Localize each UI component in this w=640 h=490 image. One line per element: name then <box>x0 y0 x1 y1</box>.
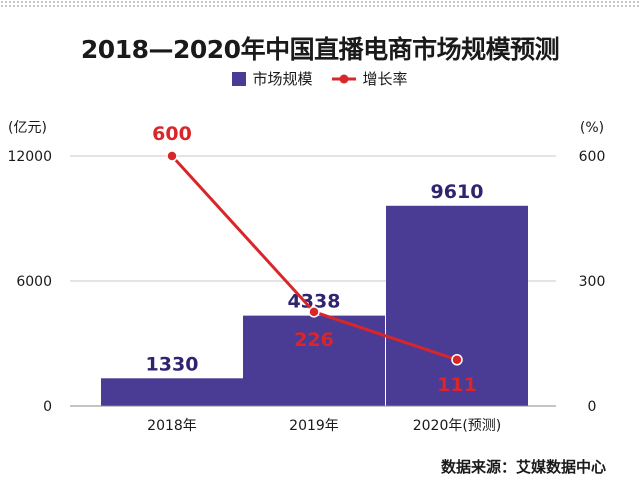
y-left-tick-label: 0 <box>43 399 52 415</box>
growth-value-label: 111 <box>437 374 477 396</box>
legend-item-bar: 市场规模 <box>232 68 313 89</box>
chart-legend: 市场规模 增长率 <box>0 68 640 89</box>
growth-value-label: 226 <box>294 329 334 351</box>
y-right-tick-label: 0 <box>588 399 597 415</box>
growth-value-label: 600 <box>152 123 192 145</box>
growth-point <box>308 306 320 318</box>
y-left-axis-label: (亿元) <box>8 120 47 136</box>
bar <box>243 315 385 406</box>
growth-point <box>166 150 178 162</box>
y-left-tick-label: 12000 <box>7 149 52 165</box>
bar <box>386 205 528 406</box>
growth-point <box>451 354 463 366</box>
y-right-tick-label: 300 <box>579 274 606 290</box>
bar <box>101 378 243 406</box>
legend-line-label: 增长率 <box>362 70 408 88</box>
legend-bar-swatch <box>232 71 247 86</box>
legend-line-swatch <box>331 74 356 83</box>
bar-value-label: 1330 <box>146 353 199 375</box>
x-tick-label: 2020年(预测) <box>413 418 502 434</box>
y-right-tick-label: 600 <box>579 149 606 165</box>
chart-title: 2018—2020年中国直播电商市场规模预测 <box>80 35 560 64</box>
bar-value-label: 9610 <box>431 181 484 203</box>
legend-item-line: 增长率 <box>331 68 408 89</box>
dotted-border <box>0 0 640 9</box>
y-left-tick-label: 6000 <box>16 274 52 290</box>
source-note: 数据来源：艾媒数据中心 <box>440 458 606 476</box>
x-tick-label: 2018年 <box>147 418 197 434</box>
legend-bar-label: 市场规模 <box>252 70 313 88</box>
y-right-axis-label: (%) <box>580 120 604 136</box>
x-tick-label: 2019年 <box>289 418 339 434</box>
